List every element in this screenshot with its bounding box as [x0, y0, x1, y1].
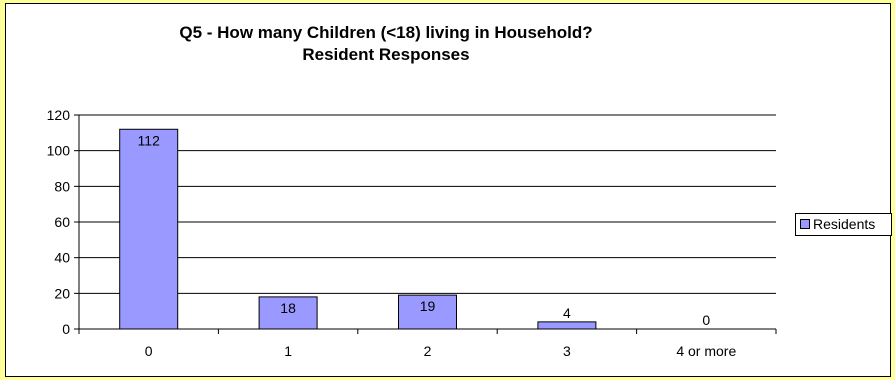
y-tick-label: 60: [54, 214, 70, 230]
legend-swatch-residents: [800, 219, 810, 229]
x-tick-label: 2: [424, 343, 432, 359]
y-tick-label: 20: [54, 285, 70, 301]
x-tick-label: 1: [284, 343, 292, 359]
y-tick-label: 80: [54, 178, 70, 194]
data-label: 18: [280, 300, 296, 316]
y-tick-label: 100: [47, 143, 71, 159]
y-tick-label: 0: [62, 321, 70, 337]
data-label: 112: [138, 132, 161, 148]
legend-label-residents: Residents: [813, 216, 875, 232]
y-tick-label: 120: [47, 107, 71, 123]
chart-frame: Q5 - How many Children (<18) living in H…: [5, 3, 891, 377]
x-tick-label: 3: [563, 343, 571, 359]
bar-chart: 0 20 40 60 80 100 120 0 112 1 18 2 19 3 4 4 or more 0: [6, 4, 890, 376]
data-label: 19: [420, 298, 436, 314]
y-tick-label: 40: [54, 250, 70, 266]
bar-0: [120, 129, 178, 329]
bar-3: [538, 322, 596, 329]
data-label: 4: [563, 305, 571, 321]
legend: Residents: [795, 213, 892, 236]
x-tick-label: 0: [145, 343, 153, 359]
data-label: 0: [702, 312, 710, 328]
x-tick-label: 4 or more: [676, 343, 736, 359]
